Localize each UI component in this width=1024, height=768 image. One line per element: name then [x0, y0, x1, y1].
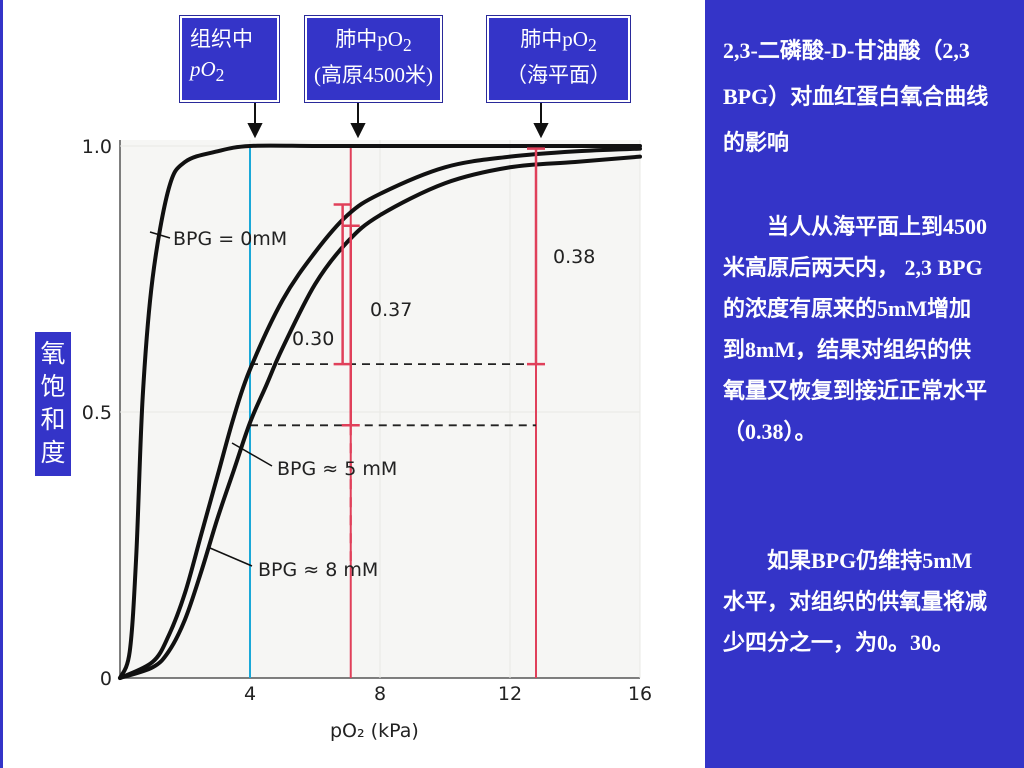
bpg5-leader [231, 442, 273, 467]
tissue-po-sub: 2 [215, 65, 225, 86]
y-tick-label-0.5: 0.5 [82, 402, 112, 424]
lung-high-altitude-label: 肺中pO2 (高原4500米) [305, 16, 442, 102]
y-tick-label-0: 0 [100, 668, 112, 690]
y-tick-label-1.0: 1.0 [82, 136, 112, 158]
arrow-lung-sea-head [533, 123, 549, 139]
tissue-label-top: 组织中 [190, 27, 253, 51]
oxygen-saturation-chart: 4 8 12 16 0 0.5 1.0 BPG = 0mM BPG ≈ 5 mM BPG ≈… [82, 102, 652, 742]
panel-paragraph-2: 如果BPG仍维持5mM水平，对组织的供氧量将减少四分之一，为0。30。 [723, 548, 988, 655]
annotation-030: 0.30 [292, 328, 334, 350]
series-label-bpg0: BPG = 0mM [173, 228, 287, 250]
lung-high-top: 肺中pO2 [335, 27, 412, 56]
y-axis-label: 氧 饱 和 度 [33, 330, 73, 478]
x-tick-label-12: 12 [498, 683, 522, 705]
tissue-po2-label: 组织中 pO2 [180, 16, 279, 102]
arrow-tissue-head [247, 123, 263, 139]
arrow-lung-high-head [350, 123, 366, 139]
x-tick-label-16: 16 [628, 683, 652, 705]
lung-sea-bottom: （海平面） [506, 63, 611, 88]
series-label-bpg5: BPG ≈ 5 mM [277, 458, 397, 480]
panel-title: 2,3-二磷酸-D-甘油酸（2,3 BPG）对血红蛋白氧合曲线的影响 [723, 38, 989, 155]
bpg0-leader [149, 231, 171, 239]
annotation-038: 0.38 [553, 246, 595, 268]
x-tick-label-4: 4 [244, 683, 256, 705]
lung-sea-top: 肺中pO2 [520, 27, 597, 56]
x-axis-label: pO₂ (kPa) [330, 720, 419, 742]
curve-series-2 [118, 154, 642, 680]
series-label-bpg8: BPG ≈ 8 mM [258, 559, 378, 581]
x-tick-label-8: 8 [374, 683, 386, 705]
curve-series-0 [118, 143, 642, 680]
tissue-po: pO [190, 57, 216, 81]
panel-paragraph-1: 当人从海平面上到4500米高原后两天内， 2,3 BPG的浓度有原来的5mM增加… [723, 214, 988, 444]
annotation-037: 0.37 [370, 299, 412, 321]
curve-series-1 [118, 146, 642, 680]
explanation-panel: 2,3-二磷酸-D-甘油酸（2,3 BPG）对血红蛋白氧合曲线的影响 当人从海平… [705, 0, 1024, 768]
bpg8-leader [209, 547, 253, 567]
lung-high-bottom: (高原4500米) [314, 63, 433, 88]
left-border-bar [0, 0, 3, 768]
tissue-label-bottom: pO2 [190, 54, 277, 90]
lung-sea-level-label: 肺中pO2 （海平面） [487, 16, 630, 102]
